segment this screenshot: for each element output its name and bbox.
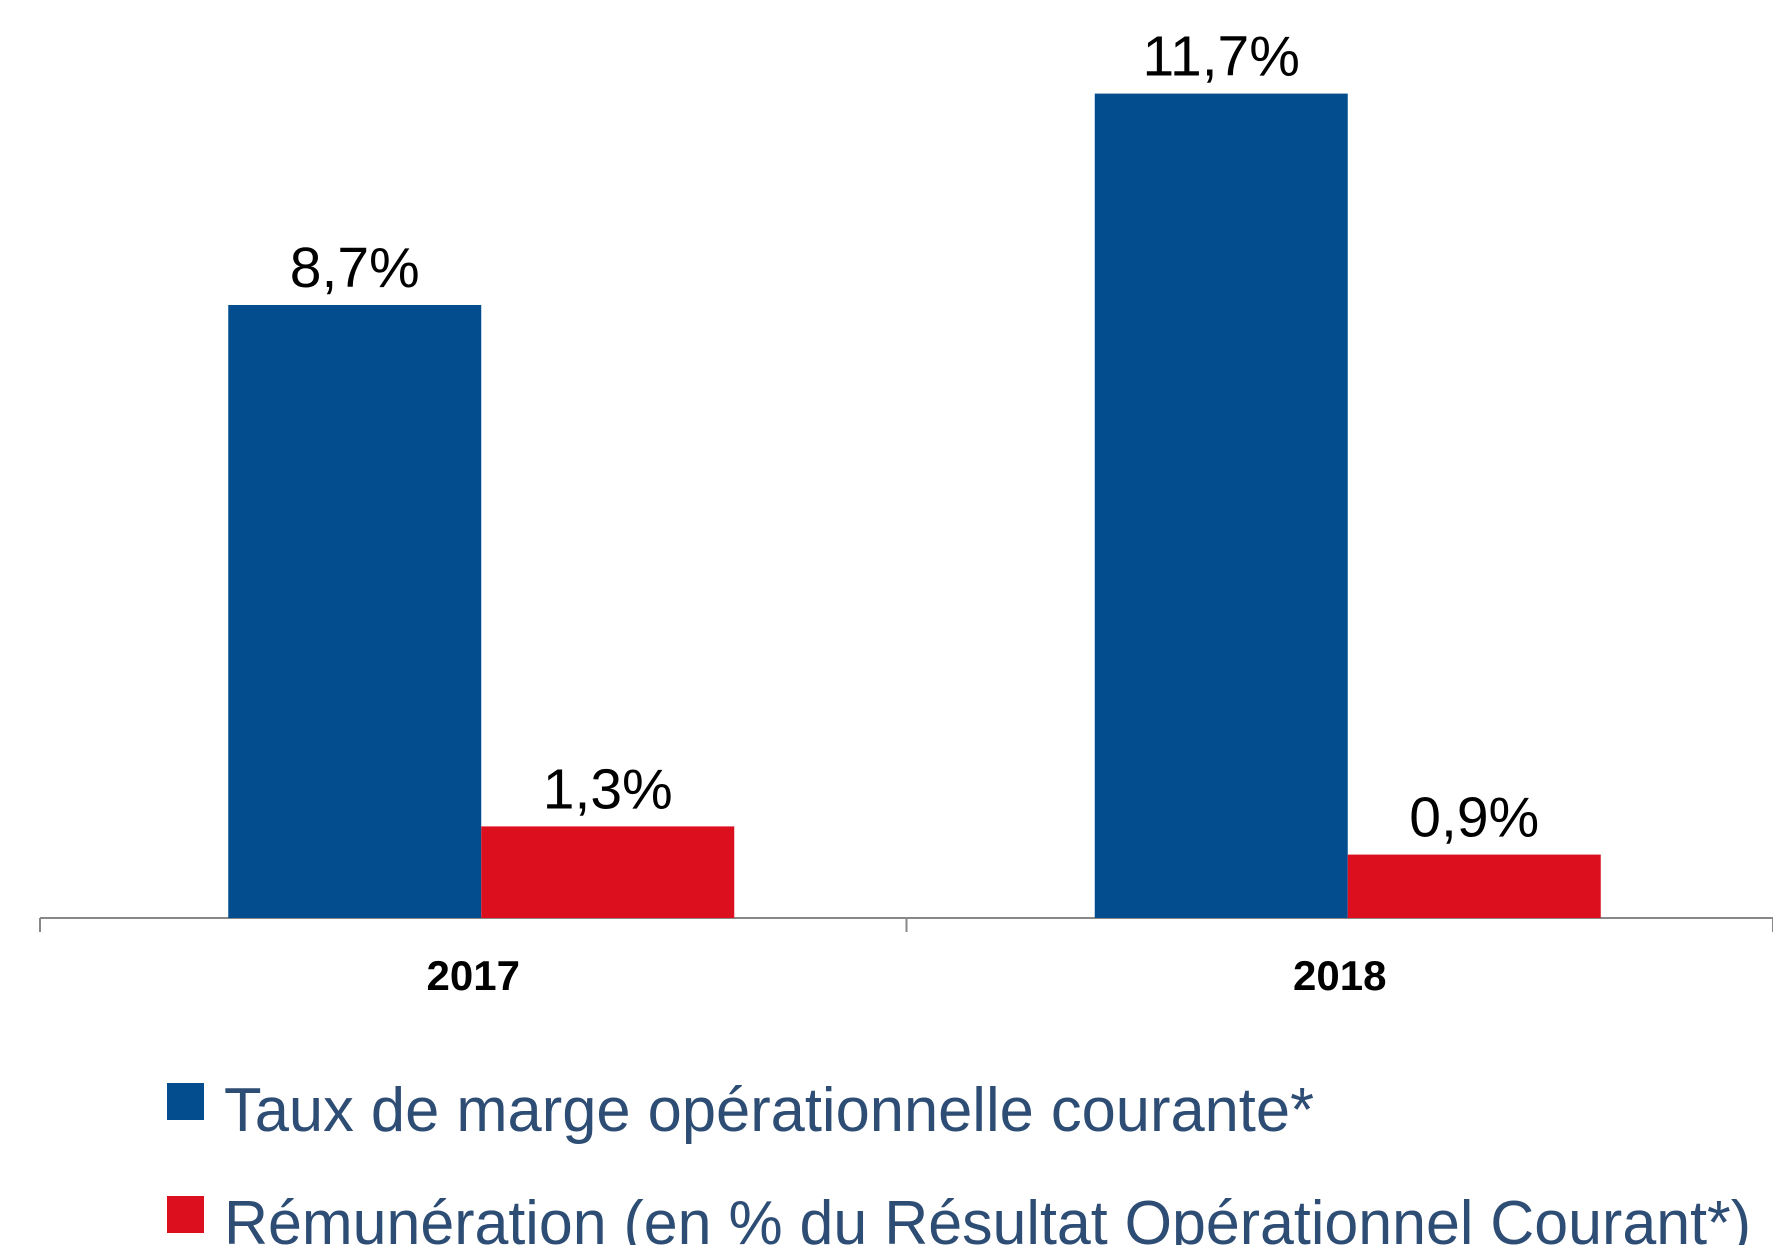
bar bbox=[228, 304, 482, 918]
bar bbox=[1094, 93, 1348, 919]
bar bbox=[481, 826, 735, 918]
x-tick-label: 2018 bbox=[1293, 952, 1386, 999]
legend-label: Rémunération (en % du Résultat Opération… bbox=[224, 1189, 1751, 1245]
legend-swatch bbox=[167, 1196, 204, 1233]
bar bbox=[1347, 854, 1601, 918]
data-label: 0,9% bbox=[1409, 786, 1539, 850]
data-label: 11,7% bbox=[1143, 25, 1300, 89]
data-label: 8,7% bbox=[290, 236, 420, 300]
x-tick-label: 2017 bbox=[427, 952, 520, 999]
legend-label: Taux de marge opérationnelle courante* bbox=[224, 1076, 1314, 1145]
legend-swatch bbox=[167, 1083, 204, 1120]
data-label: 1,3% bbox=[543, 757, 673, 821]
